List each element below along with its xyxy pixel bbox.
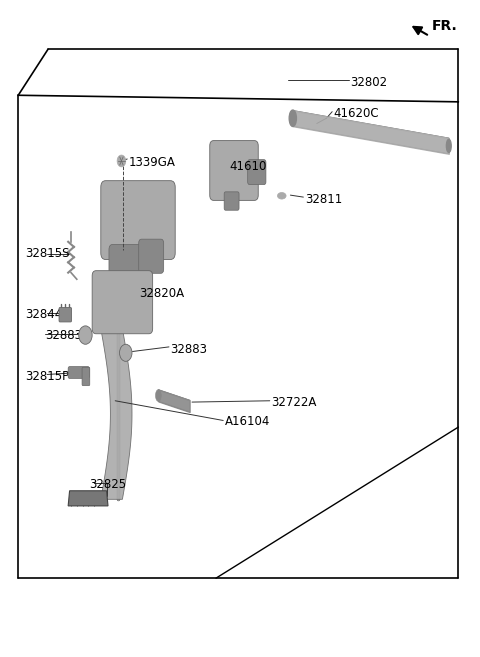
Text: A16104: A16104 (225, 415, 270, 428)
Text: 32844C: 32844C (25, 308, 71, 321)
Text: 32883: 32883 (46, 329, 83, 342)
Polygon shape (101, 328, 132, 499)
Ellipse shape (117, 155, 126, 167)
FancyBboxPatch shape (248, 160, 266, 185)
Text: 41620C: 41620C (334, 106, 379, 120)
Text: 32815P: 32815P (25, 370, 69, 383)
FancyBboxPatch shape (92, 271, 153, 334)
FancyBboxPatch shape (82, 367, 90, 386)
Text: 32722A: 32722A (271, 396, 317, 409)
Text: 32802: 32802 (350, 76, 387, 89)
Text: 32811: 32811 (305, 193, 342, 206)
FancyBboxPatch shape (139, 239, 164, 273)
Text: 32883: 32883 (170, 343, 207, 356)
Text: 1339GA: 1339GA (129, 156, 176, 169)
FancyBboxPatch shape (68, 367, 89, 378)
Text: 32815S: 32815S (25, 247, 70, 260)
FancyBboxPatch shape (109, 244, 143, 291)
FancyBboxPatch shape (101, 181, 175, 260)
Ellipse shape (446, 139, 451, 152)
FancyBboxPatch shape (59, 307, 72, 322)
Ellipse shape (277, 193, 286, 199)
Text: 32820A: 32820A (139, 287, 184, 300)
Ellipse shape (156, 390, 161, 401)
Circle shape (120, 344, 132, 361)
Polygon shape (68, 491, 108, 506)
FancyBboxPatch shape (224, 192, 239, 210)
Text: FR.: FR. (432, 19, 458, 34)
Ellipse shape (289, 110, 297, 126)
Circle shape (79, 326, 92, 344)
FancyBboxPatch shape (210, 141, 258, 200)
Text: 32825: 32825 (89, 478, 126, 491)
Text: 41610: 41610 (229, 160, 267, 173)
